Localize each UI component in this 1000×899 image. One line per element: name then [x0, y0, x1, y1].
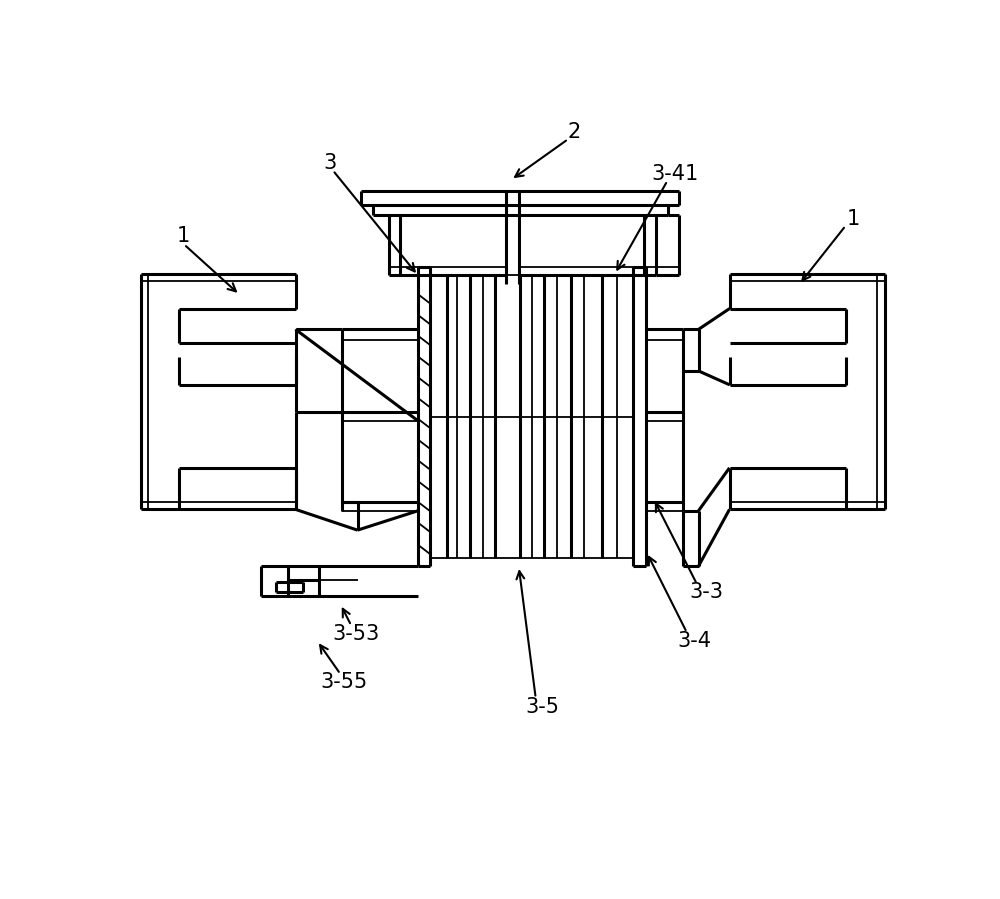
Text: 3-5: 3-5 [525, 697, 559, 717]
Text: 3-41: 3-41 [652, 164, 699, 183]
Text: 2: 2 [568, 122, 581, 142]
Text: 3-3: 3-3 [689, 583, 723, 602]
Text: 3-4: 3-4 [678, 631, 712, 651]
Text: 1: 1 [847, 209, 860, 228]
Text: 3-53: 3-53 [332, 624, 380, 644]
Text: 1: 1 [176, 226, 190, 246]
Text: 3: 3 [324, 153, 337, 174]
Text: 3-55: 3-55 [321, 672, 368, 692]
